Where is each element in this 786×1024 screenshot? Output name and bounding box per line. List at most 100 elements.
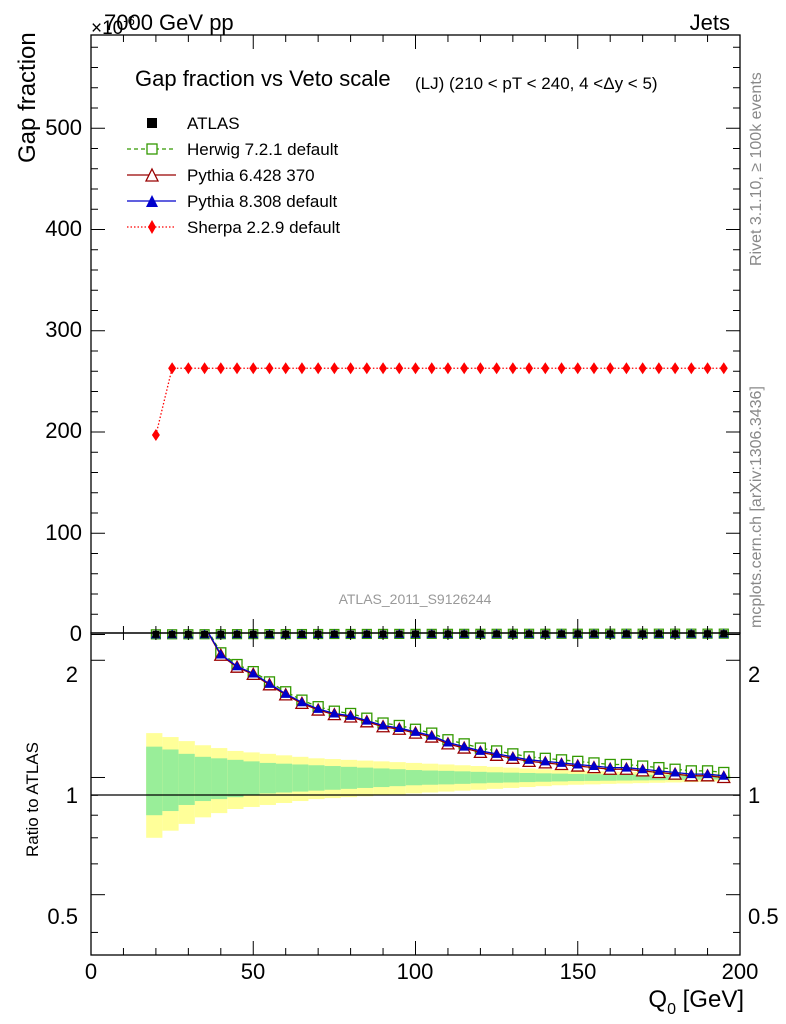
sherpa-point (249, 362, 258, 375)
stat-uncertainty-band (211, 758, 228, 800)
pythia8-ratio-point (670, 767, 681, 777)
atlas-point (395, 630, 403, 638)
sherpa-point (703, 362, 712, 375)
sherpa-point (395, 362, 404, 375)
sherpa-point (216, 362, 225, 375)
stat-uncertainty-band (600, 774, 617, 781)
stat-uncertainty-band (584, 774, 601, 781)
pythia8-ratio-point (329, 708, 340, 718)
sherpa-point (719, 362, 728, 375)
stat-uncertainty-band (275, 763, 293, 793)
pythia8-ratio-point (556, 757, 567, 767)
atlas-point (655, 630, 663, 638)
stat-uncertainty-band (503, 772, 520, 783)
atlas-point (720, 630, 728, 638)
axis-ticks (90, 35, 741, 955)
ratio-tick-label-left: 2 (66, 662, 78, 687)
pythia8-ratio-point (621, 762, 632, 772)
x-tick-labels: 0 50 100 150 200 (85, 959, 758, 984)
pythia8-ratio-point (540, 756, 551, 766)
legend-marker-atlas (147, 118, 157, 128)
uncertainty-bands (146, 733, 731, 838)
stat-uncertainty-band (308, 765, 325, 791)
stat-uncertainty-band (243, 761, 260, 796)
atlas-point (622, 630, 630, 638)
stat-uncertainty-band (438, 770, 455, 785)
stat-uncertainty-band (454, 771, 471, 784)
pythia8-ratio-point (378, 720, 389, 730)
atlas-point (265, 630, 273, 638)
sherpa-point (411, 362, 420, 375)
legend-label-herwig: Herwig 7.2.1 default (187, 140, 338, 159)
pythia8-ratio-point (345, 710, 356, 720)
sherpa-point (281, 362, 290, 375)
plot-title: Gap fraction vs Veto scale (135, 66, 391, 91)
sherpa-point (233, 362, 242, 375)
process-label: Jets (690, 10, 730, 35)
analysis-label: ATLAS_2011_S9126244 (339, 591, 492, 607)
legend-marker-sherpa (127, 220, 176, 234)
stat-uncertainty-band (357, 767, 374, 788)
sherpa-point (443, 362, 452, 375)
y-tick-label: 200 (45, 418, 82, 443)
stat-uncertainty-band (178, 753, 195, 805)
pythia8-ratio-point (296, 697, 307, 707)
sherpa-point (151, 429, 160, 442)
stat-uncertainty-band (340, 766, 358, 789)
stat-uncertainty-band (162, 749, 179, 812)
x-tick-label: 0 (85, 959, 97, 984)
pythia8-ratio-point (200, 621, 210, 630)
atlas-point (590, 630, 598, 638)
pythia8-ratio-point (442, 737, 453, 747)
pythia8-ratio-point (507, 751, 518, 761)
ratio-tick-label-left: 1 (66, 783, 78, 808)
y-tick-label: 500 (45, 115, 82, 140)
sherpa-point (606, 362, 615, 375)
stat-uncertainty-band (373, 768, 390, 788)
x-tick-label: 200 (722, 959, 759, 984)
sherpa-point (573, 362, 582, 375)
pythia8-ratio-point (264, 678, 275, 688)
ratio-tick-label-right: 1 (748, 783, 760, 808)
ratio-y-axis-title: Ratio to ATLAS (23, 742, 42, 857)
sherpa-point (362, 362, 371, 375)
pythia8-ratio-point (459, 741, 470, 751)
sherpa-point (379, 362, 388, 375)
atlas-point (460, 630, 468, 638)
stat-uncertainty-band (535, 773, 552, 782)
x-tick-label: 100 (397, 959, 434, 984)
stat-uncertainty-band (194, 756, 212, 802)
sherpa-point (427, 362, 436, 375)
stat-uncertainty-band (486, 772, 504, 783)
x-axis-title: Q0 [GeV] (648, 986, 744, 1018)
pythia8-ratio-point (248, 668, 259, 678)
pythia8-ratio-point (686, 769, 697, 779)
pythia8-ratio-point (215, 649, 226, 659)
sherpa-point (492, 362, 501, 375)
pythia8-ratio-point (394, 722, 405, 732)
atlas-point (298, 630, 306, 638)
stat-uncertainty-band (324, 766, 341, 790)
pythia8-ratio-point (232, 661, 243, 671)
sherpa-point (525, 362, 534, 375)
pythia8-ratio-point (524, 754, 535, 764)
x-tick-label: 50 (241, 959, 265, 984)
sherpa-point (687, 362, 696, 375)
rivet-label: Rivet 3.1.10, ≥ 100k events (748, 72, 765, 266)
stat-uncertainty-band (405, 770, 422, 786)
pythia8-ratio-point (361, 715, 372, 725)
atlas-point (168, 630, 176, 638)
stat-uncertainty-band (146, 746, 163, 816)
x-tick-label: 150 (560, 959, 597, 984)
sherpa-point (184, 362, 193, 375)
pythia8-ratio-point (491, 748, 502, 758)
atlas-point (558, 630, 566, 638)
sherpa-point (346, 362, 355, 375)
ratio-panel-series (200, 621, 731, 784)
legend-marker-pythia8 (127, 195, 176, 207)
mcplots-label: mcplots.cern.ch [arXiv:1306.3436] (748, 386, 765, 628)
sherpa-point (541, 362, 550, 375)
stat-uncertainty-band (259, 762, 276, 794)
legend-label-atlas: ATLAS (187, 114, 240, 133)
pythia8-ratio-point (410, 726, 421, 736)
